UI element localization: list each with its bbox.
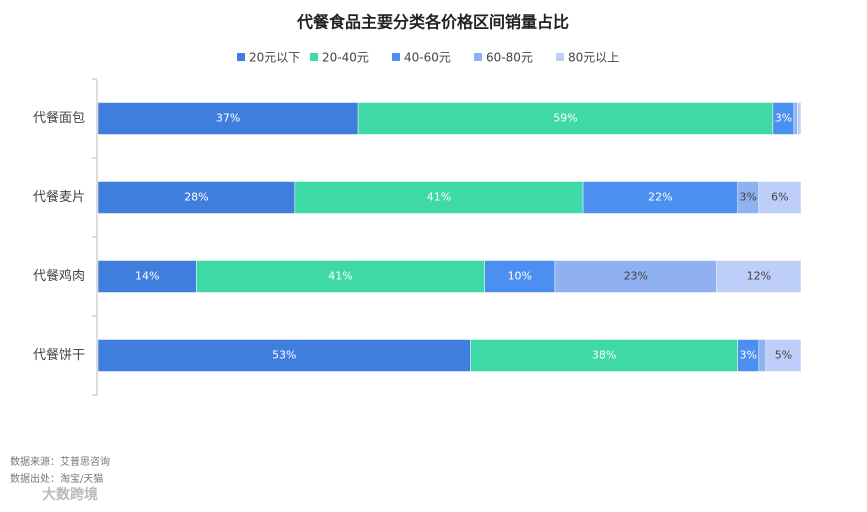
bar-segment [470, 339, 738, 372]
bar-segment [797, 102, 802, 135]
legend-swatch [310, 53, 318, 61]
logo: 大数跨境 [42, 486, 98, 503]
data-label: 6% [771, 191, 788, 204]
data-label: 5% [775, 349, 792, 362]
bar-segment [294, 181, 584, 214]
legend-swatch [556, 53, 564, 61]
y-tick-label: 代餐饼干 [33, 347, 85, 363]
bar-segment [793, 102, 798, 135]
chart-title: 代餐食品主要分类各价格区间销量占比 [296, 13, 569, 32]
legend-label: 20元以下 [249, 51, 300, 65]
legend-label: 60-80元 [486, 51, 533, 65]
bar-segment [765, 339, 802, 372]
data-label: 41% [427, 191, 451, 204]
bar-segment [97, 260, 197, 293]
y-tick-label: 代餐鸡肉 [33, 268, 85, 284]
data-label: 53% [272, 349, 296, 362]
data-label: 3% [740, 191, 757, 204]
data-label: 14% [135, 270, 159, 283]
data-label: 59% [553, 112, 577, 125]
data-label: 3% [740, 349, 757, 362]
origin-note: 数据出处：淘宝/天猫 [10, 472, 103, 485]
data-label: 12% [747, 270, 771, 283]
legend-label: 40-60元 [404, 51, 451, 65]
data-label: 38% [592, 349, 616, 362]
bar-segment [97, 339, 471, 372]
bar-segment [484, 260, 556, 293]
legend-swatch [237, 53, 245, 61]
legend-swatch [474, 53, 482, 61]
data-label: 3% [775, 112, 792, 125]
bar-segment [196, 260, 485, 293]
bar-segment [97, 181, 296, 214]
data-label: 37% [216, 112, 240, 125]
bar-segment [554, 260, 717, 293]
bar-segment [357, 102, 774, 135]
bar-segment [97, 102, 359, 135]
y-tick-label: 代餐麦片 [33, 189, 85, 205]
y-tick-label: 代餐面包 [33, 110, 85, 126]
data-label: 10% [508, 270, 532, 283]
source-note: 数据来源：艾普思咨询 [10, 455, 110, 468]
data-label: 22% [648, 191, 672, 204]
legend-label: 80元以上 [568, 51, 619, 65]
data-label: 28% [184, 191, 208, 204]
bar-segment [582, 181, 738, 214]
data-label: 23% [624, 270, 648, 283]
data-label: 41% [328, 270, 352, 283]
bar-segment [758, 339, 767, 372]
legend-swatch [392, 53, 400, 61]
legend-label: 20-40元 [322, 51, 369, 65]
bar-segment [758, 181, 802, 214]
bar-segment [716, 260, 802, 293]
